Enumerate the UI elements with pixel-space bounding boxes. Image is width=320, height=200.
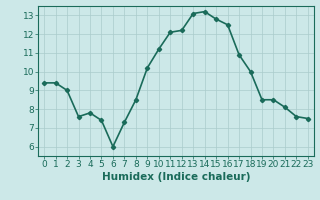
X-axis label: Humidex (Indice chaleur): Humidex (Indice chaleur) [102, 172, 250, 182]
